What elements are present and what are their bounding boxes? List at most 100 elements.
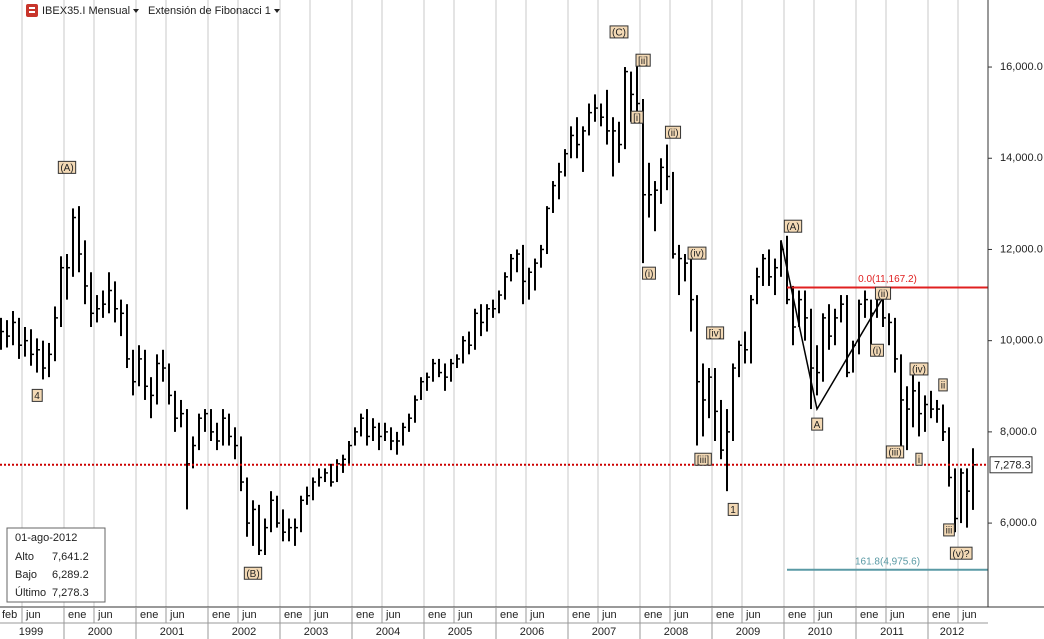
x-tick-label: jun (457, 609, 473, 621)
wave-label-box (694, 452, 712, 466)
wave-label: (iv) (687, 246, 707, 260)
wave-label: ii (938, 378, 948, 392)
wave-label-text: i (918, 455, 920, 466)
x-tick-label: jun (673, 609, 689, 621)
fib-level-label: 161.8(4,975.6) (855, 556, 920, 567)
wave-label: (C) (609, 25, 629, 39)
wave-label-text: [iii] (697, 455, 709, 466)
last-price-label: 7,278.3 (994, 460, 1031, 472)
x-tick-label: ene (716, 609, 734, 621)
wave-label-box (938, 378, 948, 392)
wave-label-text: (B) (246, 569, 259, 580)
wave-label-text: (v)? (952, 549, 970, 560)
wave-label-box (706, 326, 725, 340)
info-box: 01-ago-2012 Alto 7,641.2 Bajo 6,289.2 Úl… (6, 527, 106, 603)
x-tick-label: ene (932, 609, 950, 621)
info-value: 6,289.2 (52, 569, 89, 581)
dropdown-arrow[interactable] (133, 9, 139, 13)
x-tick-label: jun (529, 609, 545, 621)
x-tick-label: jun (961, 609, 977, 621)
wave-label-box (664, 125, 682, 139)
x-tick-label: jun (601, 609, 617, 621)
wave-label: (A) (783, 219, 803, 233)
wave-label: (iv) (909, 362, 929, 376)
wave-label-box (642, 266, 656, 280)
symbol-menu[interactable]: IBEX35.I Mensual (42, 5, 130, 17)
x-tick-label: jun (241, 609, 257, 621)
toolbar: IBEX35.I Mensual Extensión de Fibonacci … (26, 4, 280, 17)
icon-detail (29, 11, 35, 13)
x-tick-label: ene (212, 609, 230, 621)
wave-label: (i) (642, 266, 656, 280)
wave-label: (iii) (885, 445, 905, 459)
wave-label-text: A (814, 420, 821, 431)
year-label: 2010 (808, 626, 832, 638)
wave-label-box (943, 523, 955, 537)
y-tick-label: 10,000.0 (1000, 335, 1043, 347)
info-label: Alto (15, 551, 34, 563)
year-label: 2004 (376, 626, 400, 638)
wave-label-text: (ii) (667, 128, 678, 139)
year-label: 2006 (520, 626, 544, 638)
y-tick-label: 6,000.0 (1000, 517, 1037, 529)
info-value: 7,278.3 (52, 587, 89, 599)
wave-label: [i] (630, 110, 644, 124)
year-label: 2012 (940, 626, 964, 638)
x-tick-label: ene (572, 609, 590, 621)
grid (21, 0, 959, 607)
wave-label-box (949, 546, 973, 560)
wave-label-text: 4 (34, 391, 40, 402)
wave-label-text: iii (946, 526, 953, 537)
x-tick-label: jun (169, 609, 185, 621)
wave-label: 1 (727, 502, 739, 516)
x-tick-label: ene (428, 609, 446, 621)
year-label: 2007 (592, 626, 616, 638)
year-label: 2000 (88, 626, 112, 638)
x-tick-label: ene (860, 609, 878, 621)
wave-label-box (609, 25, 629, 39)
year-label: 2008 (664, 626, 688, 638)
wave-label-box (31, 388, 43, 402)
x-tick-label: feb (2, 609, 17, 621)
wave-label-box (687, 246, 707, 260)
x-tick-label: jun (745, 609, 761, 621)
study-menu[interactable]: Extensión de Fibonacci 1 (148, 5, 271, 17)
wave-label-text: (i) (873, 346, 882, 357)
info-label: Último (15, 586, 46, 599)
wave-label-box (885, 445, 905, 459)
x-tick-label: jun (385, 609, 401, 621)
x-tick-label: jun (817, 609, 833, 621)
wave-label: (ii) (874, 286, 892, 300)
year-label: 2002 (232, 626, 256, 638)
wave-label-text: [ii] (638, 56, 648, 67)
wave-label-text: ii (941, 381, 945, 392)
icon-detail (29, 7, 35, 9)
wave-label-text: [iv] (709, 329, 722, 340)
info-date: 01-ago-2012 (15, 532, 77, 544)
wave-label-text: (iii) (888, 448, 901, 459)
wave-label-box (909, 362, 929, 376)
x-tick-label: ene (788, 609, 806, 621)
wave-label-box (57, 160, 77, 174)
wave-label: (A) (57, 160, 77, 174)
wave-label: i (915, 452, 923, 466)
x-tick-label: jun (313, 609, 329, 621)
wave-label-box (783, 219, 803, 233)
dropdown-arrow[interactable] (274, 9, 280, 13)
fib-anchor-line (780, 240, 890, 412)
y-tick-label: 14,000.0 (1000, 152, 1043, 164)
year-label: 2003 (304, 626, 328, 638)
year-label: 2009 (736, 626, 760, 638)
x-tick-label: jun (25, 609, 41, 621)
wave-label-box (915, 452, 923, 466)
fib-level-label: 0.0(11,167.2) (858, 274, 917, 285)
wave-label-text: (ii) (877, 289, 888, 300)
x-tick-label: ene (68, 609, 86, 621)
wave-label: A (811, 417, 824, 431)
wave-label-text: (iv) (912, 365, 926, 376)
toolbar-icon[interactable] (26, 4, 38, 17)
wave-label: [iii] (694, 452, 712, 466)
wave-label: (i) (870, 343, 884, 357)
year-label: 1999 (19, 626, 43, 638)
